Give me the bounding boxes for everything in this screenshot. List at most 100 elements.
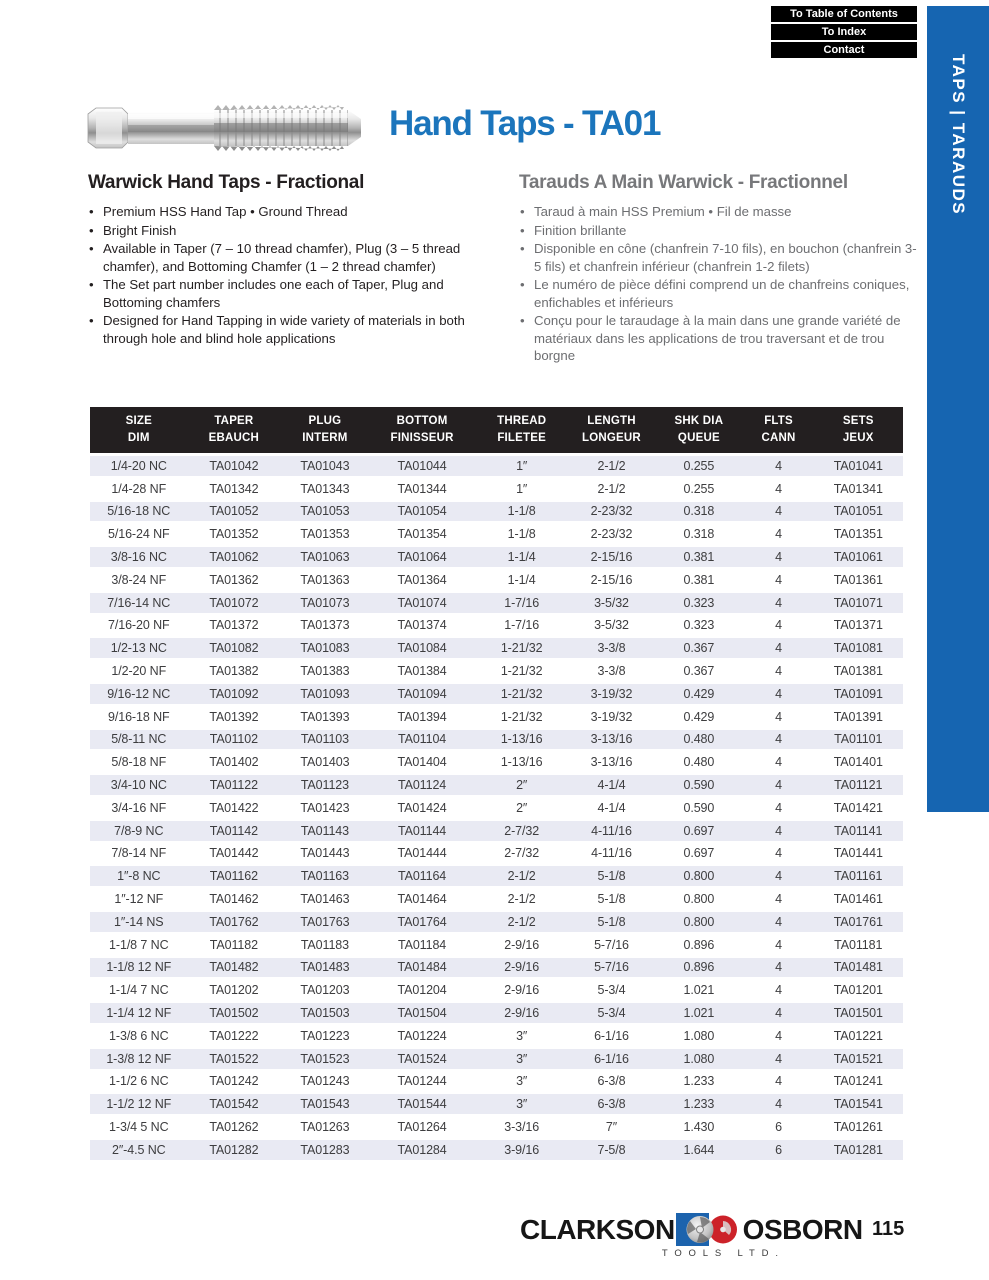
table-cell: TA01183 — [300, 937, 350, 952]
table-cell: TA01051 — [813, 501, 903, 522]
table-cell: TA01373 — [300, 618, 350, 633]
table-cell: 4 — [775, 1028, 782, 1043]
table-cell: TA01374 — [397, 618, 447, 633]
table-cell: 6 — [743, 1139, 814, 1160]
table-row: 7/8-9 NC TA01142 TA01143 TA01144 2-7/32 4-11/… — [90, 820, 903, 841]
table-cell: TA01541 — [813, 1094, 903, 1115]
table-cell: TA01222 — [209, 1028, 259, 1043]
table-cell: TA01162 — [187, 866, 281, 887]
table-cell: 2-9/16 — [504, 983, 540, 998]
column-header: FLTS CANN — [743, 407, 814, 453]
table-cell: 1″ — [516, 481, 528, 496]
table-cell: 4-11/16 — [591, 846, 632, 861]
table-cell: TA01401 — [833, 755, 883, 770]
table-cell: 0.323 — [683, 618, 715, 633]
contact-button[interactable]: Contact — [771, 42, 917, 58]
table-cell: TA01104 — [369, 729, 475, 750]
table-cell: 3/8-24 NF — [111, 572, 167, 587]
table-cell: TA01403 — [300, 755, 350, 770]
table-cell: TA01423 — [300, 800, 350, 815]
table-cell: TA01143 — [280, 820, 370, 841]
table-cell: 0.323 — [654, 592, 744, 613]
table-row: 1-3/8 6 NC TA01222 TA01223 TA01224 3″ 6-1/16 1… — [90, 1026, 903, 1046]
table-cell: 2-15/16 — [568, 547, 655, 567]
table-cell: 9/16-18 NF — [108, 709, 170, 724]
table-cell: 4 — [743, 1094, 814, 1115]
bullet-item: Conçu pour le taraudage à la main dans u… — [519, 312, 920, 365]
column-header: BOTTOM FINISSEUR — [369, 407, 475, 453]
table-row: 1-1/4 7 NC TA01202 TA01203 TA01204 2-9/16 5-3… — [90, 980, 903, 1000]
table-cell: 0.318 — [654, 501, 744, 522]
brand-logo-icon — [675, 1213, 737, 1246]
table-cell: TA01221 — [833, 1028, 883, 1043]
table-cell: TA01424 — [397, 800, 447, 815]
table-cell: 3-13/16 — [568, 729, 655, 750]
table-cell: 2″ — [516, 800, 528, 815]
table-cell: TA01524 — [369, 1048, 475, 1069]
to-table-of-contents-button[interactable]: To Table of Contents — [771, 6, 917, 22]
table-cell: 1-3/8 12 NF — [90, 1048, 188, 1069]
french-bullet-list: Taraud à main HSS Premium • Fil de masse… — [519, 203, 920, 365]
table-cell: TA01202 — [209, 983, 259, 998]
table-cell: 4 — [743, 911, 814, 932]
table-row: 5/16-18 NC TA01052 TA01053 TA01054 1-1/8 2-23… — [90, 501, 903, 522]
table-cell: TA01182 — [209, 937, 258, 952]
table-cell: 3/4-10 NC — [90, 775, 188, 795]
table-cell: 5-1/8 — [568, 911, 655, 932]
brand-osborn: OSBORN — [742, 1214, 863, 1245]
table-cell: 7/8-14 NF — [111, 846, 167, 861]
table-cell: 1-3/4 5 NC — [109, 1120, 169, 1134]
french-heading: Tarauds A Main Warwick - Fractionnel — [519, 172, 848, 193]
table-cell: TA01421 — [833, 800, 883, 815]
table-cell: TA01243 — [300, 1074, 350, 1089]
table-cell: TA01043 — [280, 456, 370, 476]
english-bullet-list: Premium HSS Hand Tap • Ground ThreadBrig… — [88, 203, 489, 347]
table-row: 7/8-14 NF TA01442 TA01443 TA01444 2-7/32 4-11… — [90, 844, 903, 864]
table-cell: 0.381 — [654, 547, 744, 567]
table-row: 3/4-10 NC TA01122 TA01123 TA01124 2″ 4-1/4 0.5… — [90, 775, 903, 795]
table-cell: 5/16-18 NC — [90, 501, 188, 522]
table-cell: TA01053 — [280, 501, 370, 522]
table-cell: 0.381 — [683, 572, 715, 587]
table-cell: 4 — [743, 683, 814, 704]
table-cell: 4 — [743, 592, 814, 613]
table-cell: 1/4-28 NF — [111, 481, 167, 496]
table-cell: 1.430 — [683, 1120, 715, 1134]
table-cell: TA01283 — [280, 1139, 370, 1160]
table-cell: 1-1/4 7 NC — [109, 983, 169, 998]
table-cell: TA01504 — [369, 1003, 475, 1023]
table-cell: TA01364 — [397, 572, 447, 587]
column-header: SETS JEUX — [813, 407, 903, 453]
table-cell: 0.480 — [654, 729, 744, 750]
table-cell: 4 — [743, 1003, 814, 1023]
table-row: 1/2-20 NF TA01382 TA01383 TA01384 1-21/32 3-3… — [90, 661, 903, 681]
table-cell: TA01343 — [300, 481, 350, 496]
table-cell: TA01382 — [209, 664, 259, 679]
table-cell: 1-1/8 — [474, 501, 569, 522]
table-cell: 3″ — [474, 1048, 569, 1069]
table-cell: 3-3/8 — [597, 664, 626, 679]
table-cell: TA01062 — [187, 547, 281, 567]
table-cell: 4 — [743, 866, 814, 887]
table-header-row: SIZE DIM TAPER EBAUCH PLUG INTERM BOTTOM FINISS… — [90, 407, 903, 453]
table-cell: 1-1/8 — [507, 527, 536, 542]
table-cell: 2-1/2 — [474, 911, 569, 932]
table-row: 2″-4.5 NC TA01282 TA01283 TA01284 3-9/16 7-5/… — [90, 1139, 903, 1160]
table-cell: TA01204 — [397, 983, 447, 998]
table-row: 9/16-12 NC TA01092 TA01093 TA01094 1-21/32 3-… — [90, 683, 903, 704]
table-cell: TA01121 — [813, 775, 903, 795]
table-cell: TA01064 — [369, 547, 475, 567]
table-cell: 4 — [743, 729, 814, 750]
table-cell: TA01404 — [397, 755, 447, 770]
nav-buttons: To Table of Contents To Index Contact — [771, 6, 917, 60]
table-cell: 3-3/16 — [504, 1120, 540, 1134]
table-cell: TA01391 — [833, 709, 883, 724]
table-cell: TA01444 — [397, 846, 447, 861]
to-index-button[interactable]: To Index — [771, 24, 917, 40]
table-cell: 5/16-24 NF — [108, 527, 170, 542]
table-cell: 2-7/32 — [504, 846, 540, 861]
table-cell: TA01371 — [833, 618, 883, 633]
table-cell: 4-11/16 — [568, 820, 655, 841]
bullet-item: Disponible en cône (chanfrein 7-10 fils)… — [519, 240, 920, 275]
table-cell: TA01443 — [300, 846, 350, 861]
